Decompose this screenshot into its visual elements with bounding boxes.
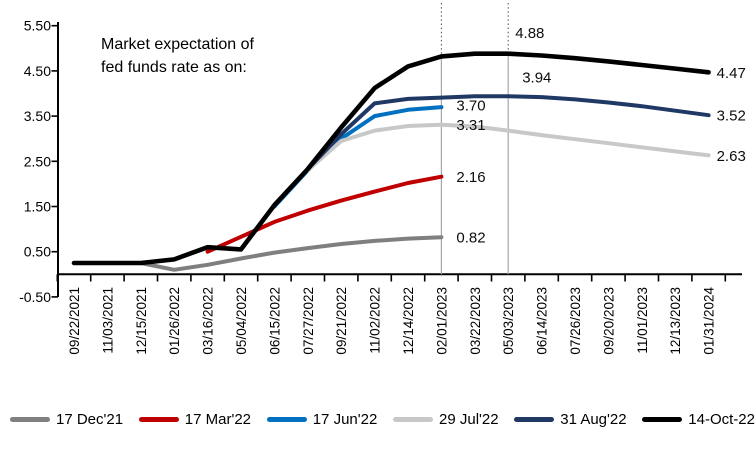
data-label: 3.52	[717, 108, 746, 125]
x-axis-label: 11/03/2021	[100, 287, 115, 354]
data-label: 0.82	[456, 230, 485, 247]
chart-title: Market expectation of fed funds rate as …	[101, 33, 321, 79]
x-axis-label: 01/31/2024	[702, 287, 717, 355]
data-label: 4.88	[515, 25, 544, 42]
data-label: 3.70	[456, 98, 485, 115]
data-label: 3.94	[522, 70, 551, 87]
x-axis-label: 12/15/2021	[134, 287, 149, 355]
x-axis-label: 11/01/2023	[635, 287, 650, 354]
legend-line-swatch-icon	[393, 416, 434, 422]
y-axis-label: 0.50	[24, 244, 51, 260]
chart-legend: 17 Dec'21 17 Mar'22 17 Jun'22 29 Jul'22 31 A…	[0, 403, 755, 435]
series-line-17-jun-22	[272, 105, 444, 209]
x-axis-label: 05/04/2022	[234, 287, 249, 355]
chart-title-line-2: fed funds rate as on:	[101, 59, 247, 76]
legend-label: 17 Dec'21	[56, 410, 124, 428]
legend-line-swatch-icon	[514, 416, 555, 422]
y-axis-label: 5.50	[24, 18, 51, 34]
x-axis-label: 03/16/2022	[201, 287, 216, 355]
x-axis-label: 09/21/2022	[334, 287, 349, 355]
data-label: 4.47	[717, 65, 746, 82]
legend-label: 29 Jul'22	[439, 410, 499, 428]
x-axis-label: 11/02/2022	[368, 287, 383, 354]
x-axis-label: 02/01/2023	[434, 287, 449, 355]
legend-label: 17 Mar'22	[184, 410, 252, 428]
x-axis-label: 12/14/2022	[401, 287, 416, 355]
legend-label: 31 Aug'22	[560, 410, 627, 428]
legend-label: 17 Jun'22	[312, 410, 378, 428]
x-axis-label: 07/26/2023	[568, 287, 583, 355]
series-line-29-jul-22	[305, 122, 711, 173]
legend-item-17-jun-22: 17 Jun'22	[266, 410, 378, 428]
y-axis-label: 4.50	[24, 63, 51, 79]
series-line-17-mar-22	[205, 174, 444, 254]
legend-label: 14-Oct-22	[688, 410, 755, 428]
y-axis-label: 3.50	[24, 108, 51, 124]
legend-line-swatch-icon	[10, 416, 50, 422]
x-axis-label: 09/20/2023	[601, 287, 616, 355]
y-axis-label: 1.50	[24, 199, 51, 215]
data-label: 2.63	[717, 148, 746, 165]
x-axis-label: 09/22/2021	[67, 287, 82, 355]
x-axis-label: 06/14/2023	[535, 287, 550, 355]
x-axis-label: 07/27/2022	[301, 287, 316, 355]
x-axis-label: 05/03/2023	[501, 287, 516, 355]
legend-item-17-dec-21: 17 Dec'21	[10, 411, 123, 428]
legend-line-swatch-icon	[266, 416, 307, 422]
data-label: 3.31	[456, 117, 485, 134]
x-axis-label: 06/15/2022	[267, 287, 282, 355]
legend-item-31-aug-22: 31 Aug'22	[514, 410, 627, 428]
x-axis-label: 03/22/2023	[468, 287, 483, 355]
series-line-14-oct-22	[71, 51, 711, 266]
legend-item-14-oct-22: 14-Oct-22	[642, 411, 755, 428]
chart-title-line-1: Market expectation of	[101, 36, 254, 53]
x-axis-label: 01/26/2022	[167, 287, 182, 355]
legend-item-29-jul-22: 29 Jul'22	[393, 411, 499, 428]
y-axis-label: -0.50	[19, 289, 51, 305]
y-axis-label: 2.50	[24, 153, 51, 169]
legend-line-swatch-icon	[138, 416, 179, 422]
legend-item-17-mar-22: 17 Mar'22	[138, 410, 252, 428]
data-label: 2.16	[456, 169, 485, 186]
series-line-31-aug-22	[305, 94, 711, 171]
series-line-17-dec-21	[138, 235, 444, 272]
legend-line-swatch-icon	[642, 416, 683, 422]
chart-plot-area: 5.50 4.50 3.50 2.50 1.50 0.50 -0.50 09/22/2021 1…	[19, 3, 746, 355]
x-axis-label: 12/13/2023	[668, 287, 683, 355]
